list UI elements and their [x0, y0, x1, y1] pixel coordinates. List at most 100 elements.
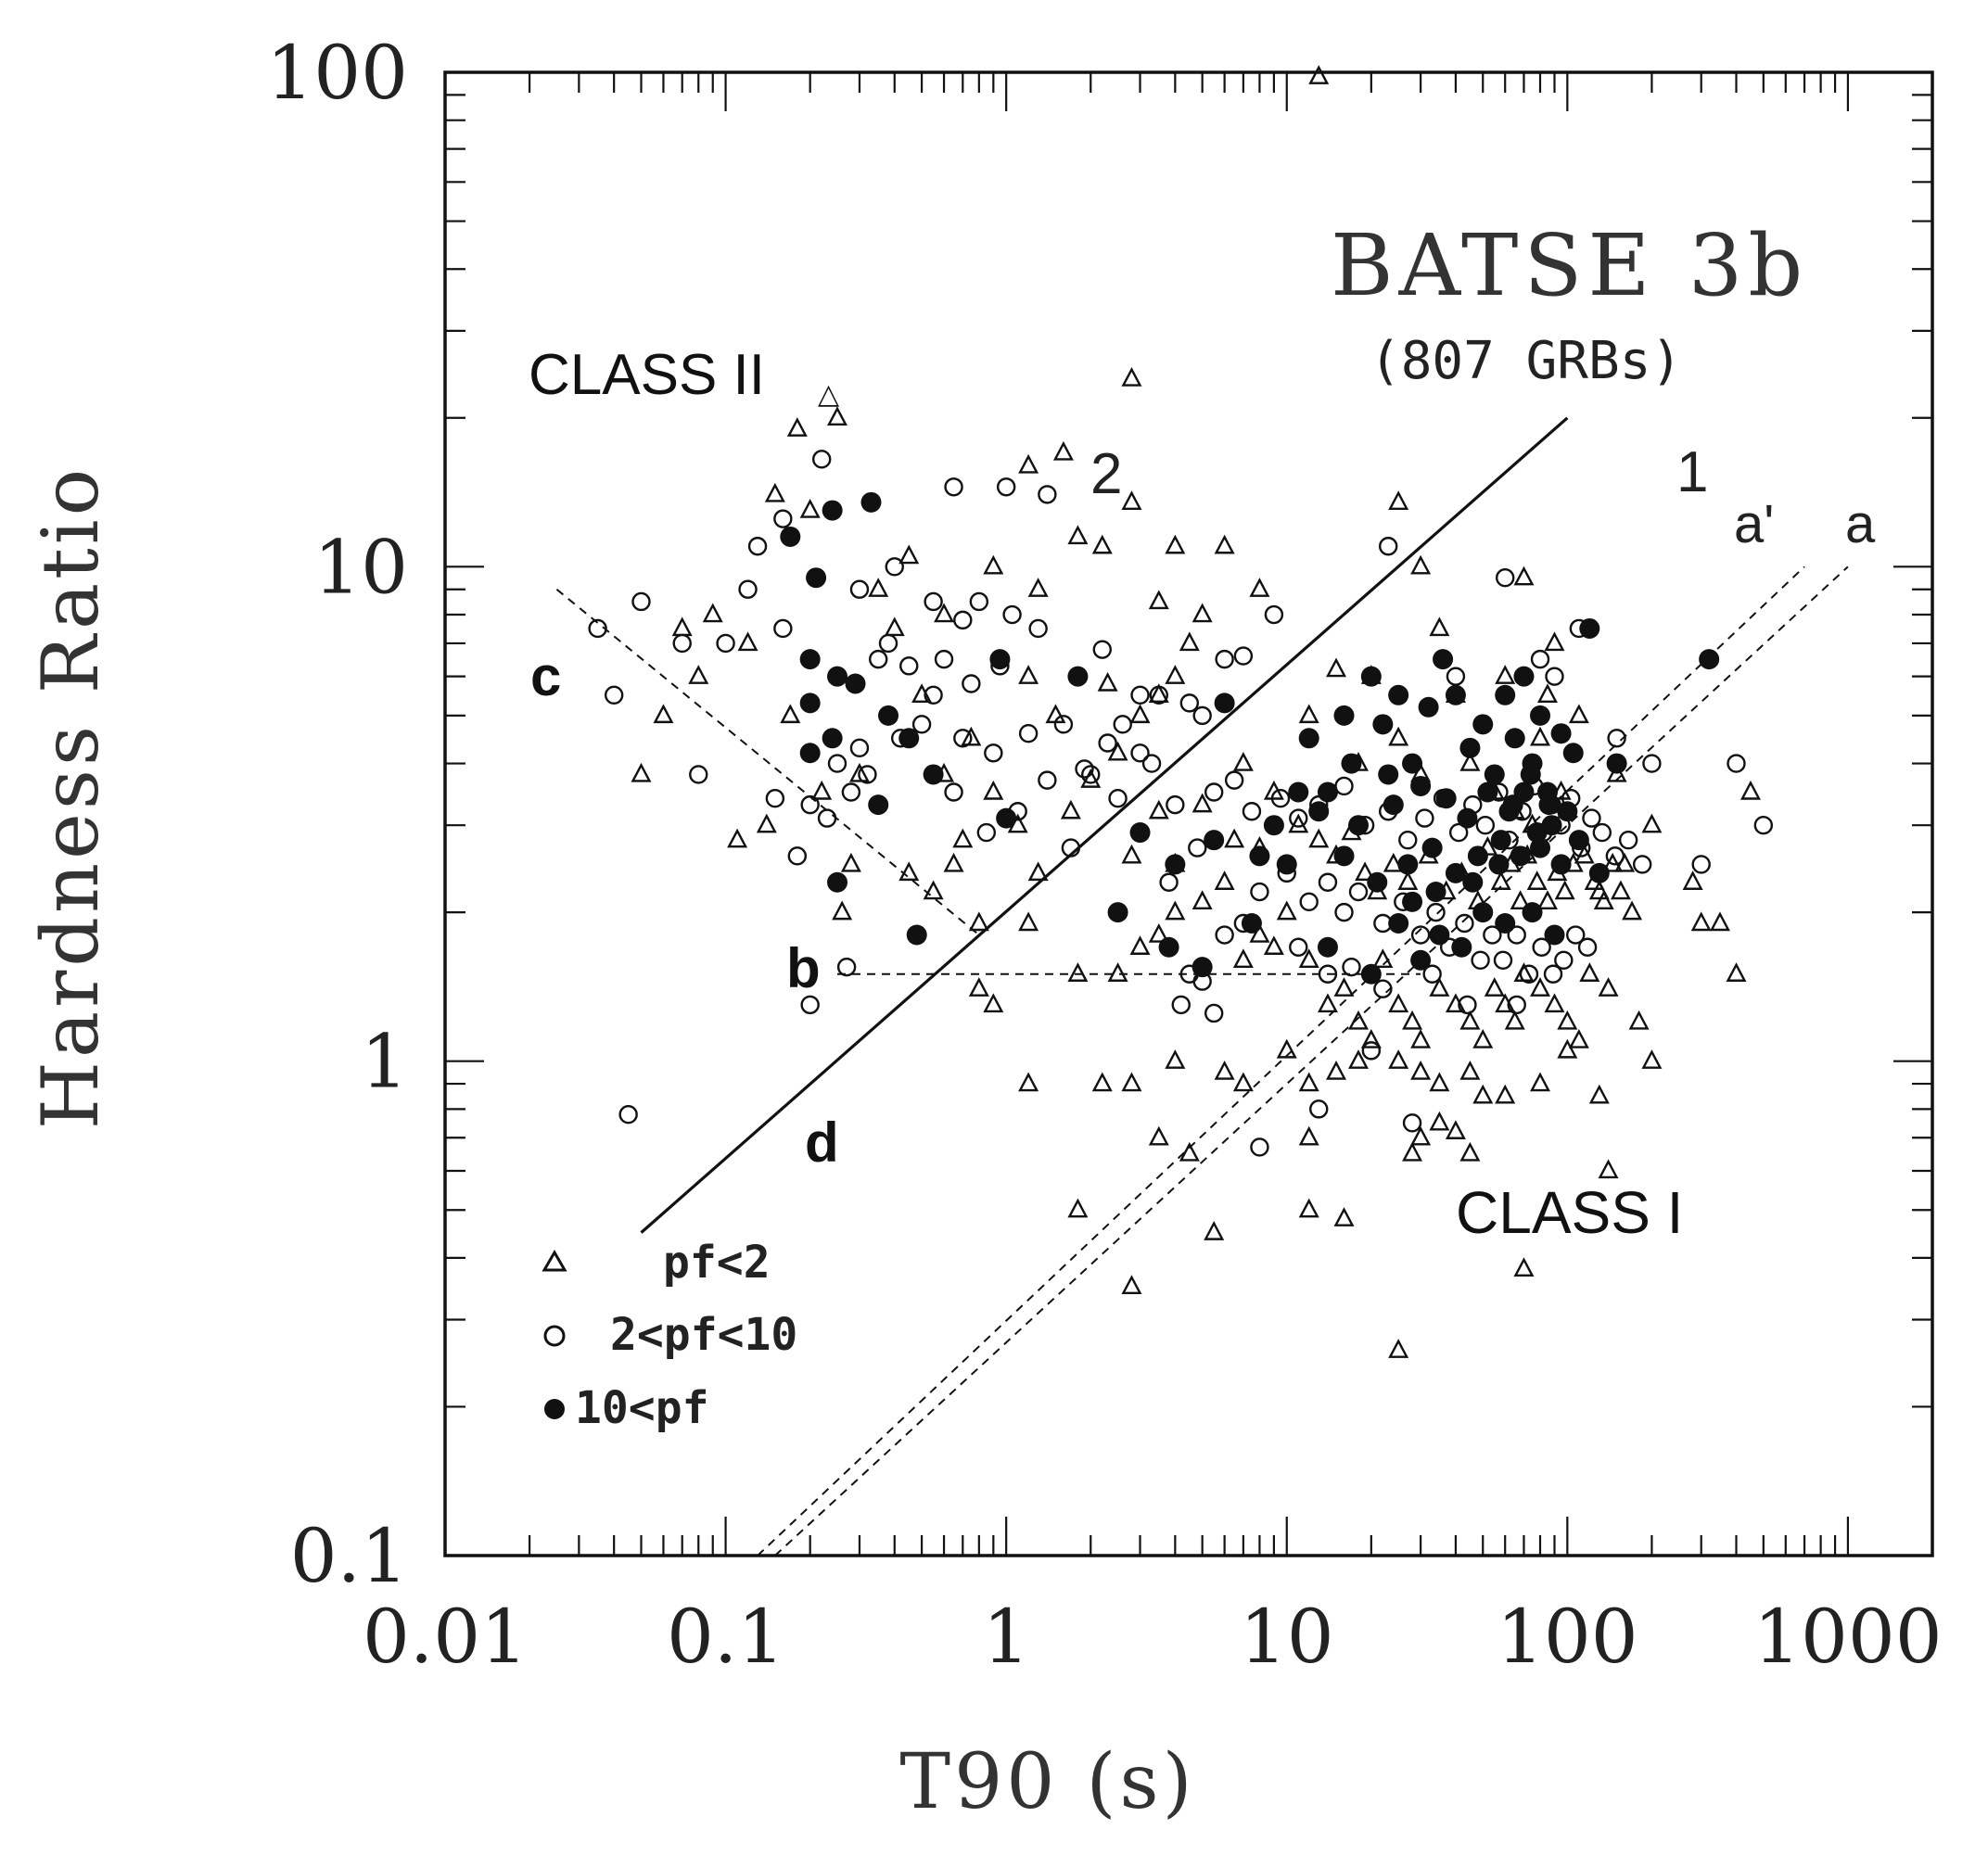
- point-pf-gt-10: [1360, 666, 1382, 687]
- point-pf-2-10: [1577, 937, 1598, 957]
- point-pf-lt-2: [631, 762, 652, 782]
- point-pf-2-10: [1410, 925, 1431, 945]
- point-pf-lt-2: [1333, 1207, 1355, 1226]
- point-pf-lt-2: [1598, 1159, 1619, 1179]
- point-pf-lt-2: [1288, 813, 1309, 833]
- point-pf-lt-2: [1276, 900, 1297, 921]
- y-tick-label: 1: [361, 1019, 408, 1105]
- point-pf-gt-10: [1388, 912, 1409, 934]
- point-pf-lt-2: [1510, 890, 1531, 910]
- class2-sub-label: △: [818, 379, 839, 410]
- point-pf-lt-2: [1355, 861, 1376, 882]
- point-pf-2-10: [1075, 759, 1094, 779]
- point-pf-2-10: [1171, 995, 1191, 1015]
- point-pf-2-10: [885, 557, 904, 577]
- point-pf-lt-2: [1690, 911, 1712, 932]
- point-pf-2-10: [849, 738, 870, 758]
- point-pf-lt-2: [1192, 793, 1213, 813]
- point-pf-gt-10: [1249, 845, 1270, 867]
- point-pf-lt-2: [1204, 1221, 1225, 1240]
- point-pf-2-10: [1373, 979, 1393, 998]
- point-pf-lt-2: [952, 828, 974, 848]
- point-pf-lt-2: [1165, 900, 1186, 921]
- point-pf-2-10: [1318, 964, 1338, 984]
- point-pf-gt-10: [1484, 764, 1505, 785]
- point-pf-2-10: [672, 633, 692, 654]
- point-pf-lt-2: [1129, 704, 1151, 724]
- point-pf-gt-10: [780, 526, 801, 547]
- point-pf-gt-10: [1526, 822, 1548, 844]
- point-pf-gt-10: [1495, 684, 1516, 705]
- point-pf-2-10: [1309, 1099, 1329, 1119]
- point-pf-lt-2: [1192, 603, 1213, 623]
- legend-label-pf-2-10: 2<pf<10: [610, 1309, 797, 1361]
- point-pf-lt-2: [1544, 631, 1565, 652]
- point-pf-lt-2: [1709, 911, 1730, 932]
- point-pf-lt-2: [1067, 525, 1089, 545]
- point-pf-lt-2: [1383, 852, 1404, 872]
- point-pf-lt-2: [1472, 1029, 1494, 1048]
- point-pf-2-10: [1270, 789, 1291, 808]
- point-pf-gt-10: [1333, 705, 1355, 726]
- point-pf-gt-10: [1333, 845, 1355, 867]
- point-pf-gt-10: [1495, 912, 1516, 934]
- point-pf-lt-2: [1622, 900, 1643, 921]
- point-pf-lt-2: [1129, 935, 1151, 955]
- point-pf-2-10: [953, 729, 973, 748]
- point-pf-gt-10: [1308, 801, 1330, 822]
- point-pf-lt-2: [1333, 977, 1355, 997]
- point-pf-lt-2: [1484, 977, 1505, 997]
- point-pf-lt-2: [1192, 890, 1213, 910]
- point-pf-lt-2: [1224, 828, 1245, 848]
- point-pf-gt-10: [1510, 845, 1531, 867]
- point-pf-gt-10: [1550, 854, 1572, 875]
- point-pf-2-10: [1632, 855, 1652, 874]
- point-pf-lt-2: [1372, 948, 1394, 969]
- point-pf-lt-2: [1726, 962, 1747, 982]
- point-pf-2-10: [1166, 794, 1185, 815]
- point-pf-lt-2: [840, 852, 861, 872]
- point-pf-2-10: [588, 618, 607, 639]
- point-pf-2-10: [1543, 964, 1563, 984]
- point-pf-lt-2: [1610, 880, 1631, 900]
- point-pf-gt-10: [1241, 912, 1262, 934]
- point-pf-lt-2: [1388, 726, 1409, 746]
- point-pf-gt-10: [898, 728, 920, 749]
- point-pf-gt-10: [1462, 871, 1484, 893]
- plot-frame: [443, 70, 1934, 1557]
- point-pf-lt-2: [1179, 1141, 1200, 1162]
- class1-label: CLASS I: [1456, 1179, 1683, 1246]
- point-pf-2-10: [1582, 808, 1601, 828]
- point-pf-lt-2: [1326, 657, 1347, 678]
- point-pf-2-10: [1507, 925, 1526, 945]
- point-pf-lt-2: [1317, 993, 1338, 1013]
- point-pf-lt-2: [1429, 1072, 1450, 1092]
- point-pf-lt-2: [1641, 1049, 1663, 1069]
- point-pf-2-10: [1264, 604, 1284, 625]
- line-label-c: c: [530, 645, 561, 707]
- point-pf-lt-2: [1459, 752, 1481, 771]
- point-pf-gt-10: [1579, 617, 1600, 639]
- point-pf-lt-2: [1526, 870, 1548, 890]
- point-pf-gt-10: [1410, 775, 1432, 796]
- point-pf-gt-10: [923, 764, 944, 785]
- point-pf-2-10: [841, 782, 861, 802]
- point-pf-gt-10: [1367, 871, 1388, 893]
- point-pf-gt-10: [1562, 743, 1584, 764]
- point-pf-lt-2: [1588, 1084, 1610, 1104]
- point-pf-lt-2: [1606, 762, 1627, 782]
- point-pf-gt-10: [1429, 924, 1450, 946]
- point-pf-gt-10: [1459, 737, 1481, 758]
- point-pf-gt-10: [1550, 723, 1572, 744]
- point-pf-lt-2: [1495, 665, 1516, 684]
- point-pf-2-10: [1415, 808, 1434, 828]
- legend-marker-open-circle: [543, 1325, 566, 1347]
- point-pf-gt-10: [1067, 666, 1089, 687]
- point-pf-lt-2: [780, 704, 801, 724]
- line-label-d: d: [805, 1112, 839, 1174]
- point-pf-gt-10: [1129, 822, 1151, 844]
- point-pf-2-10: [1530, 649, 1550, 669]
- point-pf-2-10: [1141, 754, 1162, 773]
